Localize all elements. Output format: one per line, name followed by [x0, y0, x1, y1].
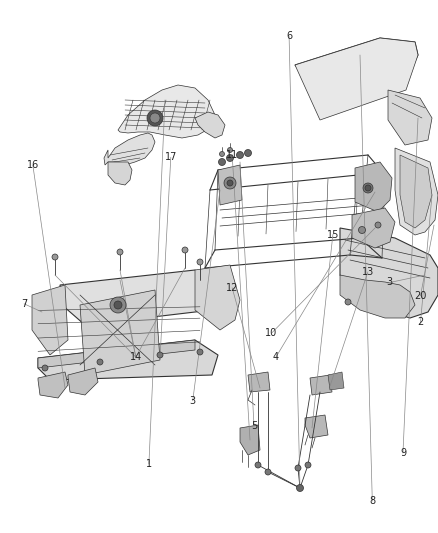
- Text: 9: 9: [400, 448, 406, 458]
- Circle shape: [197, 259, 203, 265]
- Circle shape: [157, 352, 163, 358]
- Circle shape: [197, 349, 203, 355]
- Polygon shape: [108, 162, 132, 185]
- Polygon shape: [195, 112, 225, 138]
- Circle shape: [150, 113, 160, 123]
- Polygon shape: [38, 372, 68, 398]
- Text: 6: 6: [286, 31, 292, 41]
- Polygon shape: [340, 228, 438, 318]
- Text: 20: 20: [414, 291, 427, 301]
- Circle shape: [52, 254, 58, 260]
- Circle shape: [227, 180, 233, 186]
- Circle shape: [224, 177, 236, 189]
- Circle shape: [265, 469, 271, 475]
- Circle shape: [345, 299, 351, 305]
- Circle shape: [295, 465, 301, 471]
- Polygon shape: [400, 155, 432, 228]
- Circle shape: [219, 158, 226, 166]
- Text: 4: 4: [273, 352, 279, 362]
- Circle shape: [97, 359, 103, 365]
- Circle shape: [147, 110, 163, 126]
- Circle shape: [110, 297, 126, 313]
- Text: 5: 5: [251, 422, 257, 431]
- Circle shape: [365, 185, 371, 191]
- Text: 8: 8: [369, 496, 375, 506]
- Polygon shape: [310, 375, 332, 395]
- Circle shape: [375, 222, 381, 228]
- Text: 1: 1: [146, 459, 152, 469]
- Polygon shape: [218, 165, 242, 205]
- Polygon shape: [340, 275, 415, 318]
- Polygon shape: [80, 290, 160, 375]
- Polygon shape: [68, 368, 98, 395]
- Text: 13: 13: [362, 267, 374, 277]
- Polygon shape: [240, 425, 260, 455]
- Polygon shape: [195, 265, 240, 330]
- Circle shape: [114, 301, 122, 309]
- Text: 3: 3: [387, 278, 393, 287]
- Polygon shape: [352, 208, 395, 248]
- Circle shape: [182, 247, 188, 253]
- Circle shape: [227, 148, 233, 152]
- Polygon shape: [295, 38, 418, 120]
- Text: 11: 11: [226, 150, 238, 159]
- Polygon shape: [60, 270, 218, 325]
- Circle shape: [219, 151, 225, 157]
- Text: 2: 2: [417, 318, 424, 327]
- Circle shape: [244, 149, 251, 157]
- Polygon shape: [38, 340, 195, 368]
- Polygon shape: [355, 162, 392, 212]
- Polygon shape: [395, 148, 438, 235]
- Text: 15: 15: [327, 230, 339, 239]
- Circle shape: [117, 249, 123, 255]
- Text: 7: 7: [21, 299, 27, 309]
- Circle shape: [226, 155, 233, 161]
- Polygon shape: [328, 372, 344, 390]
- Text: 14: 14: [130, 352, 142, 362]
- Polygon shape: [305, 415, 328, 438]
- Circle shape: [305, 462, 311, 468]
- Circle shape: [255, 462, 261, 468]
- Circle shape: [297, 484, 304, 491]
- Text: 17: 17: [165, 152, 177, 162]
- Text: 12: 12: [226, 283, 238, 293]
- Circle shape: [42, 365, 48, 371]
- Circle shape: [358, 227, 365, 233]
- Polygon shape: [295, 38, 418, 100]
- Polygon shape: [118, 85, 215, 138]
- Text: 10: 10: [265, 328, 278, 338]
- Polygon shape: [38, 340, 218, 380]
- Polygon shape: [388, 90, 432, 145]
- Text: 16: 16: [27, 160, 39, 170]
- Polygon shape: [104, 133, 155, 165]
- Text: 3: 3: [190, 396, 196, 406]
- Polygon shape: [248, 372, 270, 392]
- Circle shape: [237, 151, 244, 158]
- Polygon shape: [32, 285, 68, 355]
- Circle shape: [363, 183, 373, 193]
